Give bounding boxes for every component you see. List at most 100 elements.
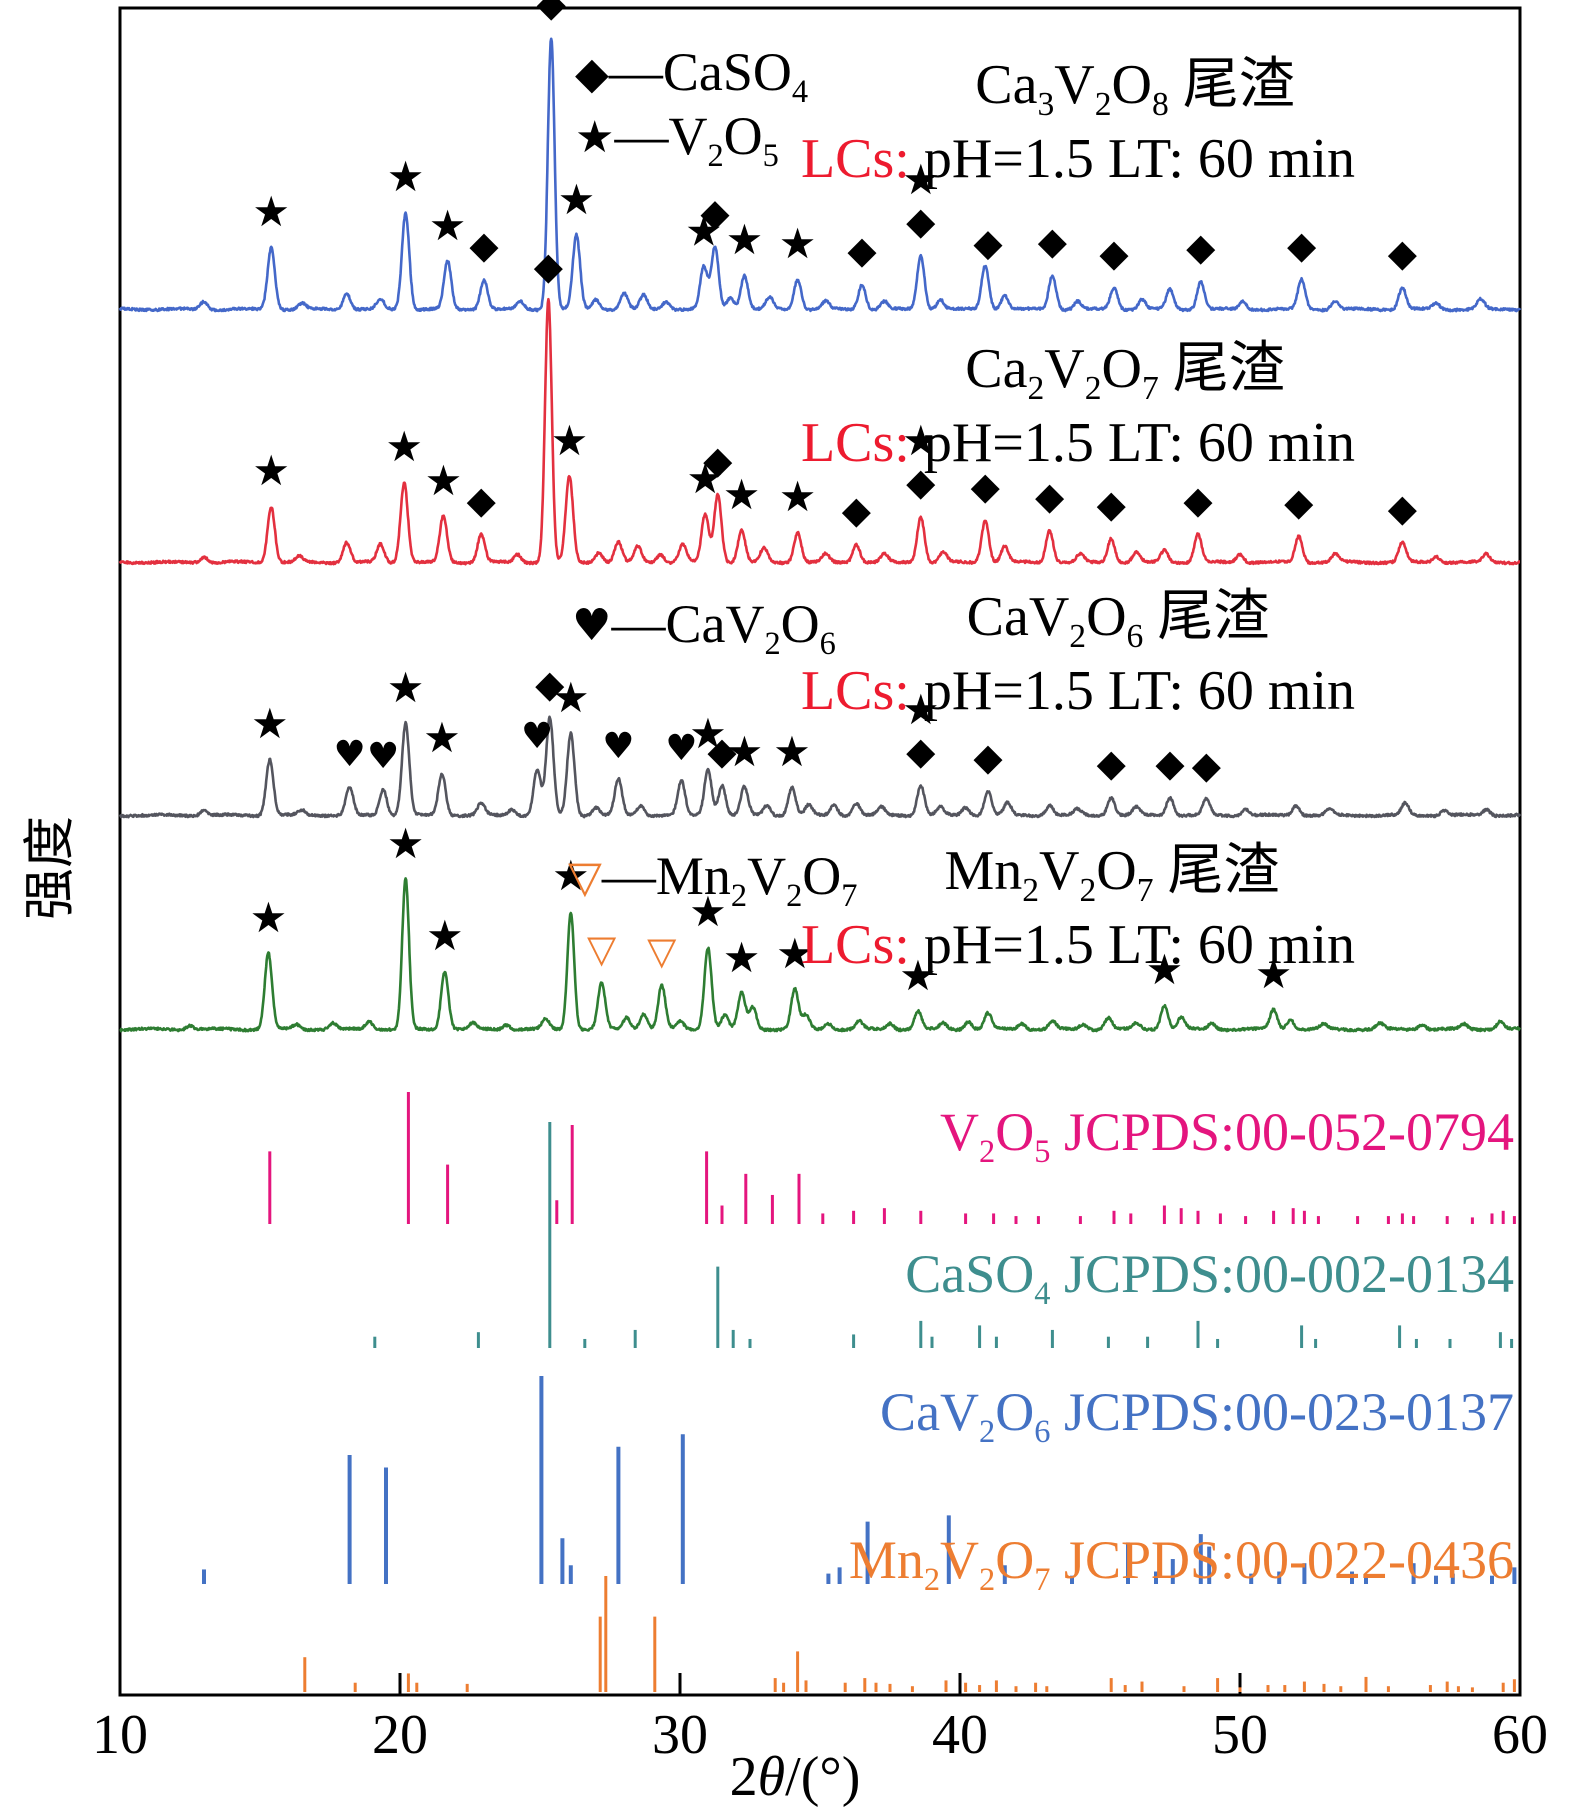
star-marker: ★ [899, 951, 937, 1000]
legend-label-mn2v2o7: Mn2V2O7 [655, 846, 858, 914]
legend-dash: — [614, 106, 669, 166]
diamond-marker: ◆ [1035, 474, 1065, 518]
diamond-marker: ◆ [535, 662, 565, 706]
diamond-marker: ◆ [847, 228, 877, 272]
heart-marker: ♥ [521, 716, 553, 757]
star-marker: ★ [685, 206, 723, 255]
legend-dash: — [608, 42, 663, 102]
star-marker: ★ [902, 685, 940, 734]
trace1-title: Ca3V2O8 尾渣 [975, 54, 1295, 124]
star-marker: ★ [252, 446, 290, 495]
star-marker: ★ [252, 187, 290, 236]
diamond-marker: ◆ [467, 478, 497, 522]
heart-marker: ♥ [602, 726, 634, 767]
star-marker: ★ [726, 215, 764, 264]
diamond-marker: ◆ [1186, 225, 1216, 269]
star-marker: ★ [779, 219, 817, 268]
star-icon: ★ [575, 112, 615, 163]
legend-item-v2o5: ★—V2O5 [575, 106, 779, 174]
star-marker: ★ [1255, 949, 1293, 998]
condition-label: LCs: [800, 412, 910, 474]
trace1-condition: LCs: pH=1.5 LT: 60 min [801, 130, 1355, 189]
diamond-marker: ◆ [1192, 743, 1222, 787]
ref-label-mn2v2o7: Mn2V2O7 JCPDS:00-022-0436 [848, 1530, 1514, 1598]
xrd-trace-2 [118, 297, 1521, 566]
star-marker: ★ [723, 933, 761, 982]
diamond-marker: ◆ [973, 735, 1003, 779]
triangle-down-icon: ▽ [568, 852, 602, 903]
diamond-marker: ◆ [973, 220, 1003, 264]
trace3-condition: LCs: pH=1.5 LT: 60 min [801, 662, 1355, 721]
star-marker: ★ [552, 673, 590, 722]
x-axis-label: 2θ/(°) [729, 1746, 861, 1807]
trace2-title: Ca2V2O7 尾渣 [965, 338, 1285, 408]
xrd-trace-3 [118, 715, 1522, 819]
diamond-marker: ◆ [842, 488, 872, 532]
xrd-trace-1 [118, 37, 1522, 313]
diamond-marker: ◆ [906, 460, 936, 504]
condition-label: LCs: [800, 660, 910, 722]
legend-item-cav2o6: ♥—CaV2O6 [572, 594, 836, 662]
diamond-marker: ◆ [1388, 231, 1418, 275]
star-marker: ★ [776, 929, 814, 978]
heart-marker: ♥ [367, 736, 399, 777]
star-marker: ★ [723, 470, 761, 519]
star-marker: ★ [1146, 945, 1184, 994]
legend-label-v2o5: V2O5 [668, 106, 779, 174]
diamond-marker: ◆ [1388, 486, 1418, 530]
condition-text: pH=1.5 LT: 60 min [909, 412, 1356, 474]
x-tick-30: 30 [652, 1704, 708, 1766]
x-tick-50: 50 [1212, 1704, 1268, 1766]
star-marker: ★ [773, 727, 811, 776]
star-marker: ★ [423, 713, 461, 762]
star-marker: ★ [551, 416, 589, 465]
star-marker: ★ [425, 456, 463, 505]
star-marker: ★ [689, 887, 727, 936]
x-tick-40: 40 [932, 1704, 988, 1766]
star-marker: ★ [426, 911, 464, 960]
diamond-marker: ◆ [537, 0, 567, 25]
trace4-title: Mn2V2O7 尾渣 [944, 840, 1280, 910]
diamond-marker: ◆ [971, 464, 1001, 508]
legend-dash: — [611, 594, 666, 654]
trace3-title: CaV2O6 尾渣 [966, 586, 1270, 656]
star-marker: ★ [902, 155, 940, 204]
ref-label-cav2o6: CaV2O6 JCPDS:00-023-0137 [880, 1382, 1514, 1450]
diamond-marker: ◆ [707, 729, 737, 773]
x-tick-10: 10 [92, 1704, 148, 1766]
star-marker: ★ [558, 175, 596, 224]
legend-label-cav2o6: CaV2O6 [665, 594, 836, 662]
star-marker: ★ [387, 663, 425, 712]
diamond-marker: ◆ [1183, 478, 1213, 522]
star-marker: ★ [686, 454, 724, 503]
x-tick-60: 60 [1492, 1704, 1548, 1766]
condition-label: LCs: [800, 128, 910, 190]
legend-item-caso4: ◆—CaSO4 [575, 42, 808, 108]
star-marker: ★ [250, 893, 288, 942]
star-marker: ★ [429, 201, 467, 250]
trace2-condition: LCs: pH=1.5 LT: 60 min [801, 414, 1355, 473]
tri-marker: ▽ [587, 927, 617, 971]
legend-dash: — [601, 846, 656, 906]
star-marker: ★ [387, 819, 425, 868]
diamond-marker: ◆ [1284, 480, 1314, 524]
diamond-marker: ◆ [700, 191, 730, 235]
heart-marker: ♥ [333, 734, 365, 775]
x-tick-20: 20 [372, 1704, 428, 1766]
ref-label-v2o5: V2O5 JCPDS:00-052-0794 [940, 1102, 1514, 1170]
plot-frame [118, 6, 1522, 1697]
condition-text: pH=1.5 LT: 60 min [909, 660, 1356, 722]
diamond-marker: ◆ [703, 438, 733, 482]
star-marker: ★ [387, 152, 425, 201]
diamond-marker: ◆ [1099, 231, 1129, 275]
heart-icon: ♥ [572, 600, 612, 651]
y-axis-label: 强度 [22, 815, 80, 921]
trace4-condition: LCs: pH=1.5 LT: 60 min [801, 916, 1355, 975]
legend-item-mn2v2o7: ▽—Mn2V2O7 [568, 846, 858, 914]
star-marker: ★ [385, 422, 423, 471]
heart-marker: ♥ [665, 728, 697, 769]
star-marker: ★ [902, 416, 940, 465]
star-marker: ★ [552, 851, 590, 900]
